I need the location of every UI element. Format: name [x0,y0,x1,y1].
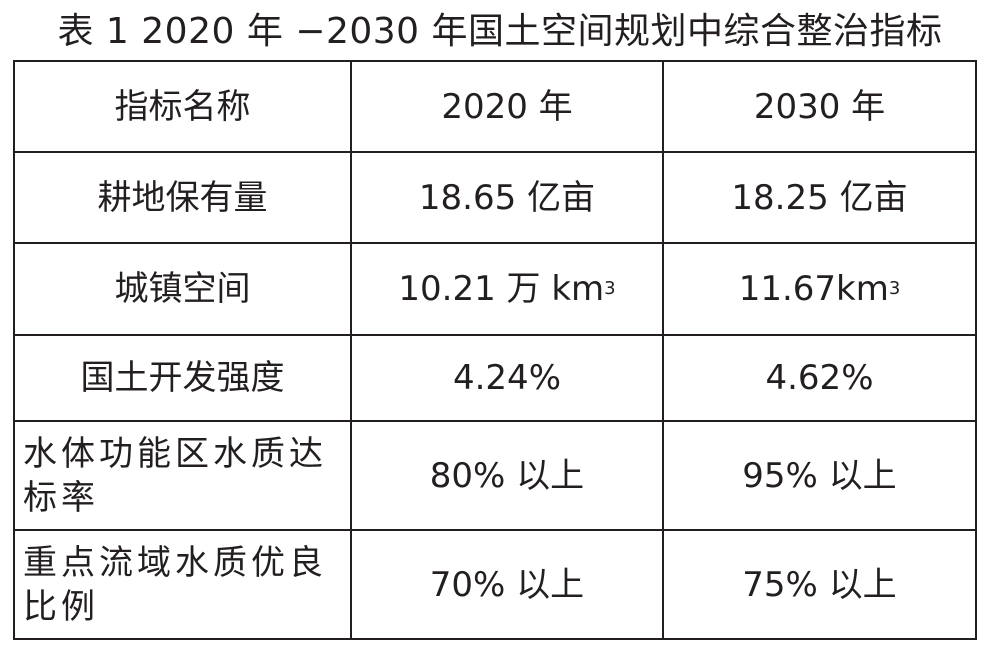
row-name: 城镇空间 [13,242,352,336]
row-value-2030: 4.62% [662,334,977,422]
table-row: 城镇空间 10.21 万 km3 11.67km3 [13,242,977,336]
row-value-2020: 10.21 万 km3 [350,242,664,336]
row-value-2020: 18.65 亿亩 [350,151,664,244]
row-name: 耕地保有量 [13,151,352,244]
value-text: 11.67km [738,269,889,309]
header-indicator-name: 指标名称 [13,60,352,153]
row-name: 重点流域水质优良比例 [13,529,352,640]
table-header-row: 指标名称 2020 年 2030 年 [13,60,977,153]
row-value-2020: 80% 以上 [350,420,664,531]
row-name: 国土开发强度 [13,334,352,422]
superscript: 3 [604,278,616,299]
row-value-2020: 70% 以上 [350,529,664,640]
row-value-2020: 4.24% [350,334,664,422]
table-row: 耕地保有量 18.65 亿亩 18.25 亿亩 [13,151,977,244]
indicator-table: 指标名称 2020 年 2030 年 耕地保有量 18.65 亿亩 18.25 … [13,60,977,640]
table-row: 水体功能区水质达标率 80% 以上 95% 以上 [13,420,977,531]
header-year-2020: 2020 年 [350,60,664,153]
value-text: 10.21 万 km [398,269,605,309]
table-caption: 表 1 2020 年 −2030 年国土空间规划中综合整治指标 [57,11,943,52]
superscript: 3 [888,278,901,299]
row-value-2030: 18.25 亿亩 [662,151,977,244]
row-name: 水体功能区水质达标率 [13,420,352,531]
row-value-2030: 95% 以上 [662,420,977,531]
header-year-2030: 2030 年 [662,60,977,153]
row-value-2030: 75% 以上 [662,529,977,640]
table-row: 重点流域水质优良比例 70% 以上 75% 以上 [13,529,977,640]
table-row: 国土开发强度 4.24% 4.62% [13,334,977,422]
row-value-2030: 11.67km3 [662,242,977,336]
